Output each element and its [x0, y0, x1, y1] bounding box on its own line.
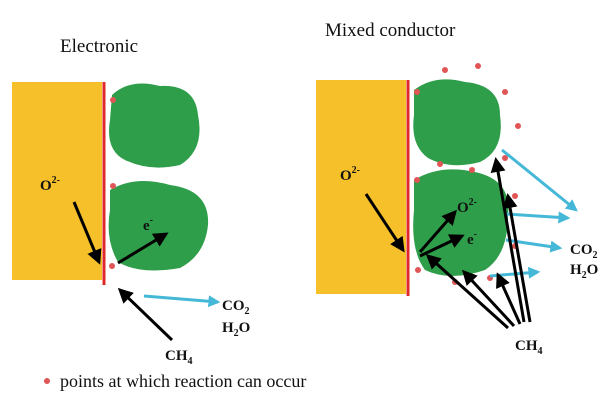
text: 2	[245, 306, 250, 317]
text: H	[222, 320, 234, 336]
text: H	[570, 262, 582, 278]
blob	[413, 169, 508, 276]
panel-title: Electronic	[60, 36, 138, 57]
diagram: Electronic O2- e- CO2 H2O CH4 Mixed cond…	[0, 0, 614, 396]
text: -	[474, 229, 477, 240]
legend-dot	[44, 378, 50, 384]
text: -	[150, 215, 153, 226]
blob	[109, 83, 200, 167]
legend-text: points at which reaction can occur	[60, 371, 306, 391]
text: CO	[222, 298, 245, 314]
text: O	[340, 168, 352, 184]
label: CO2	[222, 298, 250, 317]
text: 4	[188, 356, 193, 367]
text: 2-	[469, 197, 477, 208]
label: CH4	[515, 338, 543, 357]
text: 4	[538, 346, 543, 357]
text: O	[457, 200, 469, 216]
text: O	[587, 262, 599, 278]
text: O	[239, 320, 251, 336]
text: 2-	[52, 175, 60, 186]
text: 2	[593, 250, 598, 261]
blob	[109, 181, 208, 270]
electrode	[316, 80, 406, 294]
panel-title: Mixed conductor	[325, 20, 456, 41]
label: H2O	[570, 262, 598, 281]
blob	[413, 79, 501, 165]
text: CH	[515, 338, 538, 354]
label: CH4	[165, 348, 193, 367]
text: 2-	[352, 165, 360, 176]
label: H2O	[222, 320, 250, 339]
arrow	[144, 296, 218, 302]
text: CH	[165, 348, 188, 364]
label: CO2	[570, 242, 598, 261]
text: CO	[570, 242, 593, 258]
text: O	[40, 178, 52, 194]
